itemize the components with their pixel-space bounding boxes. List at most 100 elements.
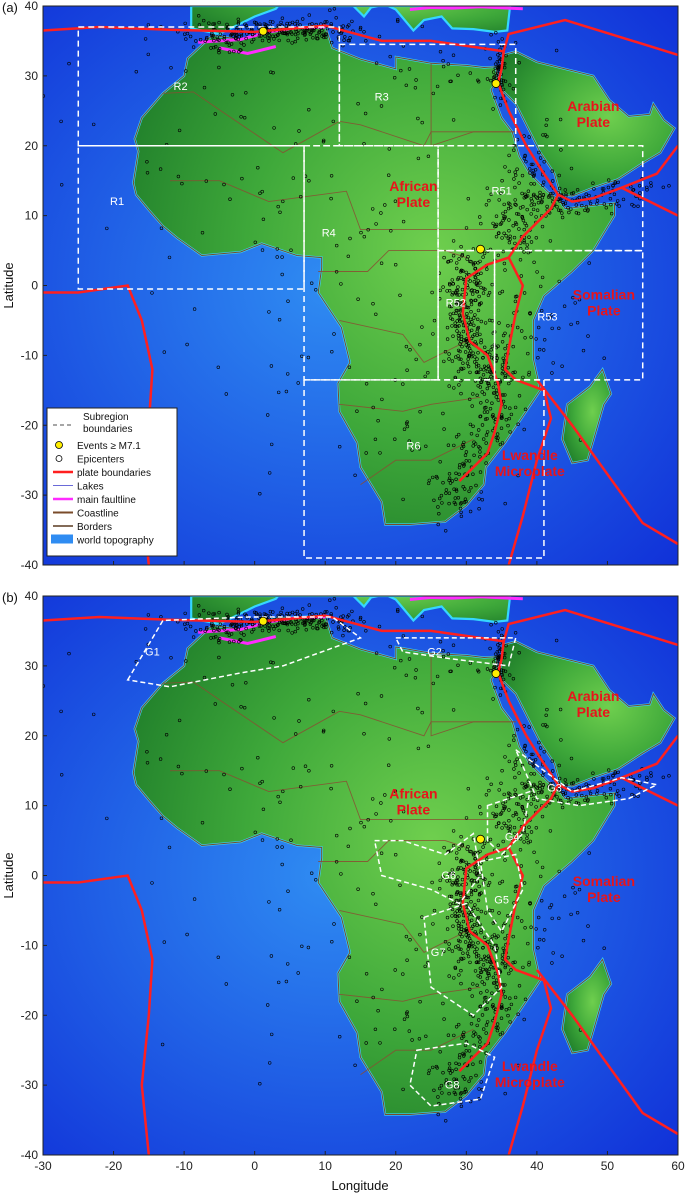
epicenter xyxy=(557,776,562,781)
epicenter xyxy=(576,211,581,216)
epicenter xyxy=(418,932,422,937)
epicenter xyxy=(456,285,460,289)
epicenter xyxy=(497,821,501,825)
epicenter xyxy=(523,782,527,786)
epicenter xyxy=(499,426,504,430)
epicenter xyxy=(307,179,311,183)
plate-label: Plate xyxy=(397,802,431,818)
epicenter xyxy=(474,866,478,870)
epicenter xyxy=(289,838,293,842)
epicenter xyxy=(484,995,488,1000)
legend-label: Borders xyxy=(77,522,112,533)
epicenter xyxy=(564,194,568,198)
epicenter xyxy=(513,241,517,246)
epicenter xyxy=(59,183,64,187)
epicenter xyxy=(441,58,445,63)
epicenter xyxy=(479,221,483,226)
epicenter xyxy=(508,824,512,828)
epicenter xyxy=(536,325,541,330)
epicenter xyxy=(557,763,561,768)
epicenter xyxy=(475,983,479,987)
epicenter xyxy=(267,900,271,904)
epicenter xyxy=(602,356,606,360)
epicenter xyxy=(467,1049,472,1053)
epicenter xyxy=(514,294,519,298)
epicenter xyxy=(504,53,508,58)
epicenter xyxy=(482,364,487,368)
epicenter xyxy=(493,66,497,71)
epicenter xyxy=(503,669,508,673)
epicenter xyxy=(500,673,504,678)
epicenter xyxy=(461,329,466,334)
epicenter xyxy=(164,732,169,737)
epicenter xyxy=(471,472,475,476)
epicenter xyxy=(464,816,469,820)
epicenter xyxy=(449,669,453,673)
epicenter xyxy=(407,439,411,443)
epicenter xyxy=(472,453,476,457)
epicenter xyxy=(480,498,484,502)
epicenter xyxy=(479,340,483,345)
epicenter xyxy=(448,871,452,876)
epicenter xyxy=(588,201,593,206)
epicenter xyxy=(480,423,485,427)
epicenter xyxy=(513,788,517,792)
epicenter xyxy=(454,489,459,493)
epicenter xyxy=(494,943,498,948)
epicenter xyxy=(180,181,184,186)
epicenter xyxy=(484,793,489,797)
epicenter xyxy=(452,443,456,448)
epicenter xyxy=(290,41,294,45)
epicenter xyxy=(581,938,586,943)
epicenter xyxy=(356,887,360,891)
epicenter xyxy=(364,39,368,43)
epicenter xyxy=(538,190,542,195)
epicenter xyxy=(492,391,497,395)
epicenter xyxy=(461,1034,466,1039)
epicenter xyxy=(261,807,266,811)
plate-boundary xyxy=(43,608,678,647)
subregion-boundary-g6 xyxy=(373,832,482,905)
epicenter xyxy=(498,103,503,107)
epicenter xyxy=(224,982,229,986)
epicenter xyxy=(339,872,343,876)
epicenter xyxy=(550,196,554,200)
epicenter xyxy=(202,18,206,23)
epicenter xyxy=(472,869,476,874)
epicenter xyxy=(463,1087,468,1091)
epicenter xyxy=(176,174,181,179)
epicenter xyxy=(270,442,274,447)
epicenter xyxy=(495,438,500,443)
epicenter xyxy=(491,975,496,979)
epicenter xyxy=(283,621,288,626)
epicenter xyxy=(447,942,451,946)
epicenter xyxy=(459,858,464,862)
epicenter xyxy=(485,417,489,421)
epicenter xyxy=(580,793,584,798)
epicenter xyxy=(524,224,529,228)
epicenter xyxy=(469,302,474,307)
y-tick-label: -10 xyxy=(21,938,39,952)
epicenter xyxy=(483,321,488,325)
region-label-g2: G2 xyxy=(427,646,442,658)
epicenter xyxy=(454,487,458,492)
epicenter xyxy=(146,613,151,617)
epicenter xyxy=(448,481,453,485)
epicenter xyxy=(293,612,297,616)
epicenter xyxy=(471,392,475,396)
region-label-r1: R1 xyxy=(110,196,124,208)
epicenter xyxy=(461,361,465,365)
epicenter xyxy=(271,610,275,614)
epicenter xyxy=(346,844,350,848)
epicenter xyxy=(526,351,530,356)
epicenter xyxy=(606,768,611,772)
epicenter xyxy=(494,804,499,808)
epicenter xyxy=(416,116,420,121)
epicenter xyxy=(442,359,446,364)
epicenter xyxy=(236,612,241,616)
legend-label: plate boundaries xyxy=(77,468,151,479)
epicenter xyxy=(450,1069,455,1073)
epicenter xyxy=(508,1020,512,1024)
epicenter xyxy=(551,781,555,786)
epicenter xyxy=(464,1049,468,1053)
